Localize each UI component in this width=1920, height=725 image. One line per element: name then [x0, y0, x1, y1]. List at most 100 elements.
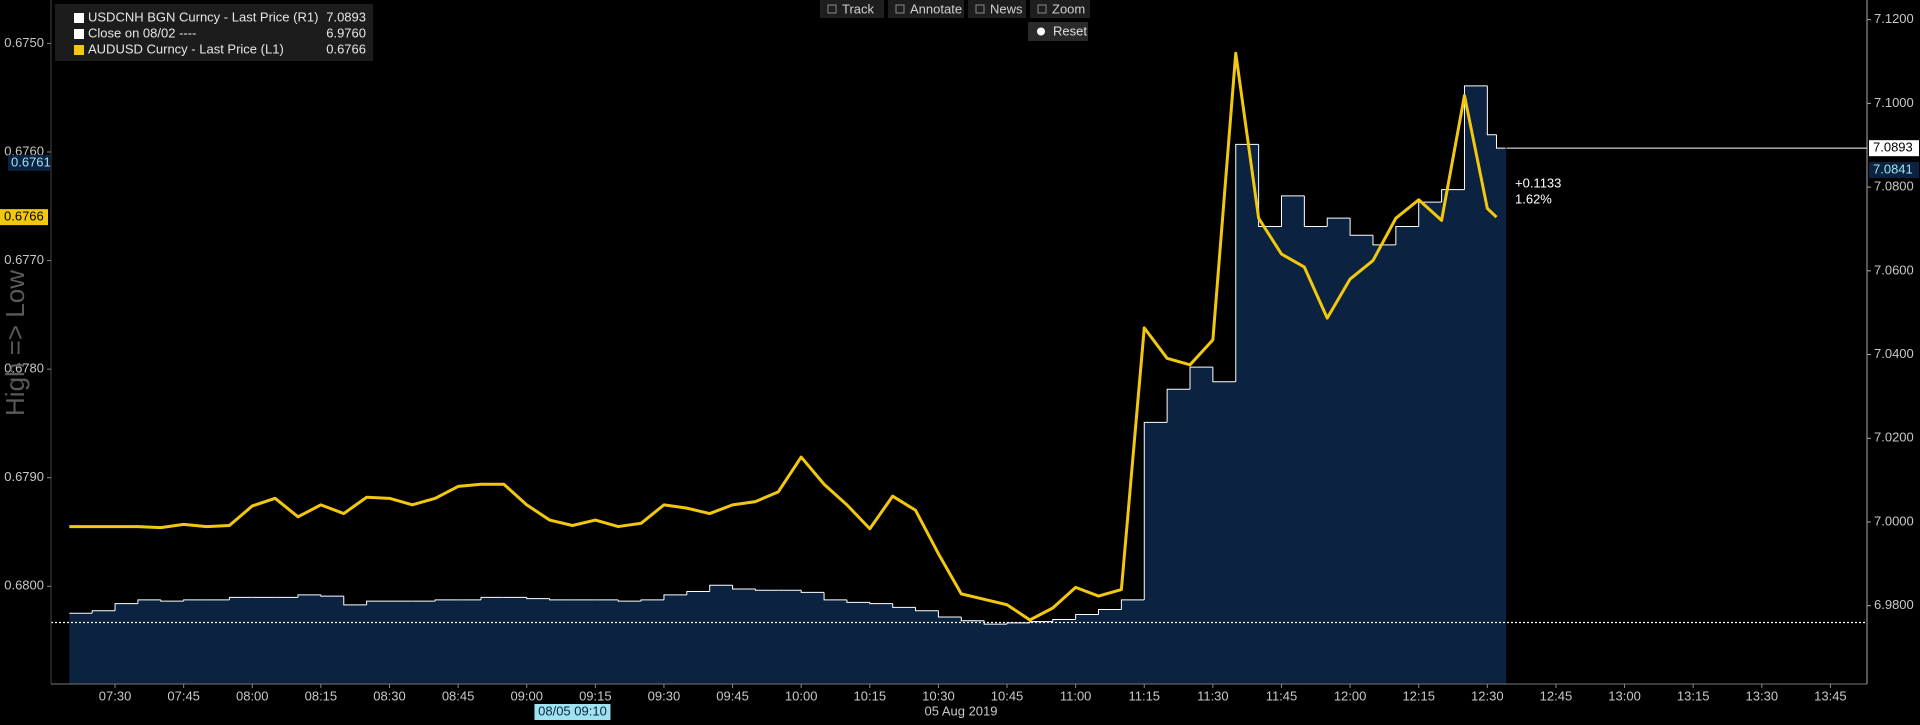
x-tick-label: 08:30 [373, 688, 406, 703]
x-tick-label: 12:45 [1540, 688, 1573, 703]
toolbar-label: News [990, 1, 1023, 16]
x-tick-label: 09:30 [648, 688, 681, 703]
x-tick-label: 09:00 [510, 688, 543, 703]
area-step [252, 597, 276, 684]
step-line [892, 603, 916, 608]
area-step [732, 588, 756, 684]
step-line [1098, 608, 1122, 615]
crosshair-left-box [8, 154, 50, 171]
toolbar-label: Track [842, 1, 875, 16]
crosshair-right-box [1869, 161, 1919, 178]
area-step [1052, 619, 1077, 684]
step-line [526, 597, 550, 600]
last-price-box [1869, 140, 1919, 157]
step-line [1395, 225, 1419, 245]
toolbar-icon [1037, 4, 1047, 14]
toolbar-button[interactable]: Track [820, 0, 884, 18]
y-tick-label: 0.6750 [4, 35, 44, 50]
legend-value: 7.0893 [326, 9, 366, 24]
step-line [617, 599, 642, 602]
legend-swatch [74, 13, 84, 23]
area-step [1464, 85, 1488, 684]
area-step [1144, 422, 1168, 684]
reset-button[interactable]: Reset [1028, 22, 1088, 41]
last-audusd-box [0, 209, 48, 226]
area-step [366, 601, 390, 684]
step-line [343, 596, 367, 606]
area-step [206, 599, 230, 684]
area-step [137, 599, 162, 684]
area-step [92, 610, 116, 684]
step-line [1495, 134, 1506, 149]
area-step [320, 596, 345, 684]
toolbar-label: Annotate [910, 1, 962, 16]
step-line [1212, 367, 1236, 383]
y2-tick-label: 7.0400 [1874, 346, 1914, 361]
toolbar-button[interactable]: Annotate [888, 0, 964, 18]
x-tick-label: 13:00 [1608, 688, 1641, 703]
y-tick-label: 0.6790 [4, 469, 44, 484]
step-line [1463, 85, 1488, 190]
step-line [1052, 619, 1076, 622]
x-tick-label: 11:15 [1128, 688, 1160, 703]
y2-tick-label: 6.9800 [1874, 597, 1914, 612]
legend-label: USDCNH BGN Curncy - Last Price (R1) [88, 9, 318, 24]
area-step [1075, 614, 1100, 684]
x-tick-label: 10:30 [922, 688, 955, 703]
area-step [801, 592, 825, 684]
step-line [1441, 189, 1465, 203]
step-line [91, 610, 116, 614]
area-step [755, 590, 779, 684]
toolbar-button[interactable]: News [968, 0, 1026, 18]
step-line [1075, 614, 1099, 620]
area-step [915, 610, 939, 684]
step-line [937, 610, 962, 618]
area-step [618, 601, 642, 684]
y2-tick-label: 7.0200 [1874, 430, 1914, 445]
toolbar-button[interactable]: Zoom [1030, 0, 1090, 18]
legend-bg [55, 4, 373, 61]
area-step [1496, 148, 1507, 685]
toolbar-button-bg [888, 0, 964, 18]
area-step [389, 601, 413, 684]
area-step [1007, 622, 1031, 684]
area-step [1212, 381, 1237, 684]
step-line [640, 599, 664, 602]
step-line [754, 588, 779, 591]
crosshair-time-box [534, 704, 611, 720]
area-step [709, 585, 734, 684]
step-line [183, 599, 207, 602]
legend-value: 6.9760 [326, 25, 366, 40]
step-line [320, 594, 344, 597]
x-tick-label: 08:00 [236, 688, 269, 703]
area-step [1350, 235, 1374, 685]
y2-tick-label: 7.0800 [1874, 179, 1914, 194]
x-tick-label: 07:45 [167, 688, 200, 703]
y-tick-label: 0.6780 [4, 361, 44, 376]
area-step [1258, 226, 1282, 684]
area-step [480, 597, 505, 684]
area-step [115, 603, 139, 684]
step-line [732, 585, 756, 590]
legend-value: 0.6766 [326, 41, 366, 56]
area-step [435, 599, 459, 684]
price-line [69, 51, 1498, 622]
toolbar-icon [895, 4, 905, 14]
area-step [641, 599, 665, 684]
last-price-label: 7.0893 [1873, 140, 1913, 155]
crosshair-right-label: 7.0841 [1873, 161, 1913, 176]
step-line [686, 590, 710, 595]
step-line [434, 599, 459, 602]
step-line [366, 600, 390, 605]
area-step [1487, 134, 1497, 684]
step-line [960, 617, 985, 622]
y2-tick-label: 7.0000 [1874, 513, 1914, 528]
date-label: 05 Aug 2019 [924, 703, 997, 718]
area-step [298, 594, 322, 684]
area-step [229, 597, 253, 684]
x-tick-label: 13:15 [1677, 688, 1710, 703]
last-audusd-label: 0.6766 [4, 209, 44, 224]
step-line [1326, 217, 1351, 227]
step-line [137, 599, 161, 604]
